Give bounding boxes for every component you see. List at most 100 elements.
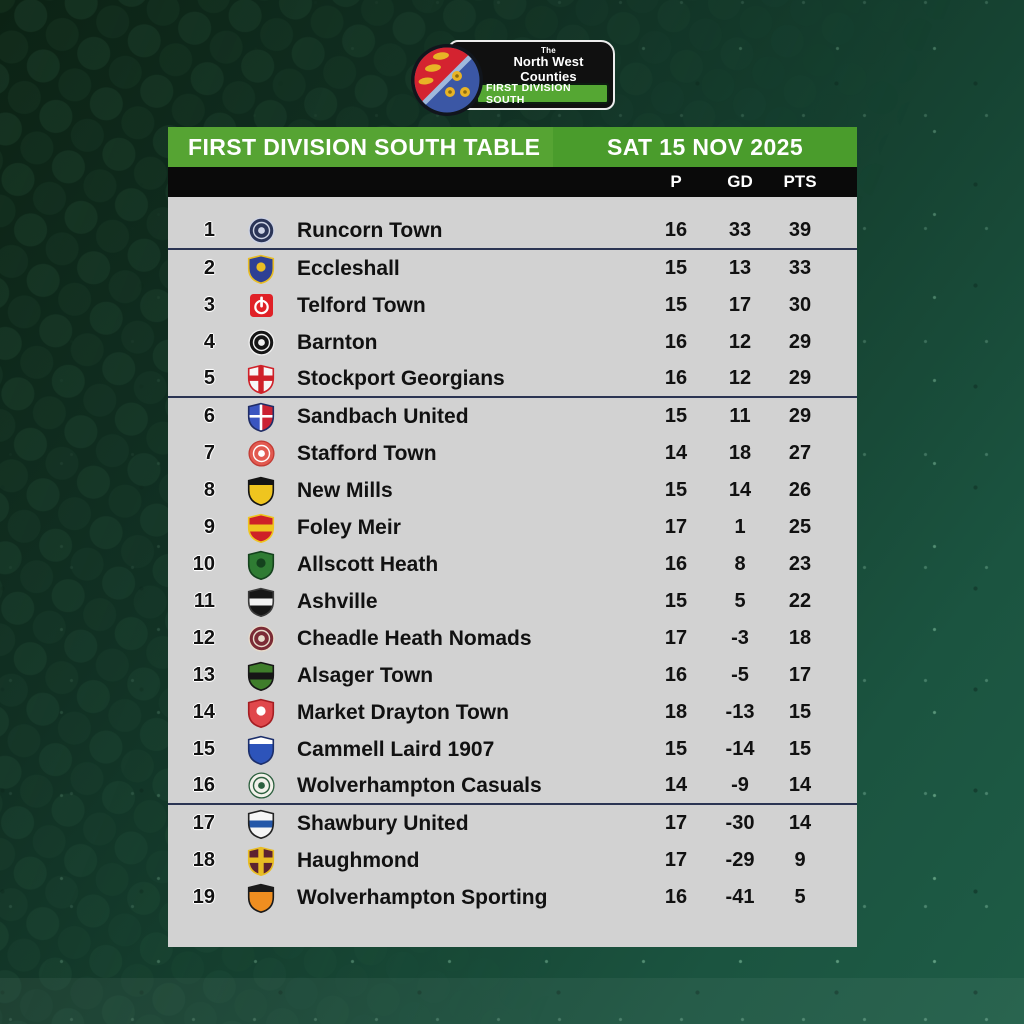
- column-header-points: PTS: [783, 172, 817, 191]
- goal-difference-value: 13: [728, 257, 752, 279]
- position: 3: [203, 294, 215, 316]
- table-row: 6 Sandbach United 15 11 29: [168, 398, 857, 435]
- position: 7: [203, 442, 215, 464]
- table-row: 14 Market Drayton Town 18 -13 15: [168, 694, 857, 731]
- table-row: 4 Barnton 16 12 29: [168, 324, 857, 361]
- points-value: 39: [788, 219, 812, 241]
- team-badge-icon: [247, 292, 275, 319]
- title-bar-right: SAT 15 NOV 2025: [553, 127, 857, 167]
- goal-difference-value: -5: [731, 664, 749, 686]
- team-badge-icon: [247, 772, 275, 799]
- team-name: Alsager Town: [297, 663, 434, 687]
- points-value: 22: [788, 590, 812, 612]
- logo-the-label: The: [540, 46, 557, 55]
- team-badge-icon: [247, 217, 275, 244]
- team-badge-icon: [247, 661, 275, 691]
- column-header-row: P GD PTS: [168, 167, 857, 197]
- goal-difference-value: -13: [725, 701, 755, 723]
- played-value: 17: [664, 812, 688, 834]
- position: 10: [192, 553, 215, 575]
- points-value: 5: [794, 886, 806, 908]
- table-body: 1 Runcorn Town 16 33 39 2 Eccleshall 15 …: [168, 197, 857, 947]
- points-value: 29: [788, 331, 812, 353]
- position: 6: [203, 405, 215, 427]
- points-value: 26: [788, 479, 812, 501]
- title-bar-left: FIRST DIVISION SOUTH TABLE: [168, 127, 553, 167]
- team-badge-icon: [247, 329, 275, 356]
- points-value: 33: [788, 257, 812, 279]
- points-value: 27: [788, 442, 812, 464]
- league-crest-icon: [411, 44, 483, 116]
- league-logo: The North West Counties Football League …: [410, 38, 615, 118]
- position: 16: [192, 774, 215, 796]
- position: 15: [192, 738, 215, 760]
- goal-difference-value: 17: [728, 294, 752, 316]
- team-name: Runcorn Town: [297, 218, 443, 242]
- played-value: 15: [664, 738, 688, 760]
- goal-difference-value: 11: [729, 405, 751, 427]
- played-value: 16: [664, 664, 688, 686]
- played-value: 17: [664, 627, 688, 649]
- points-value: 9: [794, 849, 806, 871]
- team-badge-icon: [247, 625, 275, 652]
- played-value: 18: [664, 701, 688, 723]
- goal-difference-value: -14: [725, 738, 755, 760]
- team-name: New Mills: [297, 478, 393, 502]
- goal-difference-value: 5: [734, 590, 746, 612]
- position: 19: [192, 886, 215, 908]
- points-value: 25: [788, 516, 812, 538]
- team-badge-icon: [247, 364, 275, 394]
- goal-difference-value: 1: [734, 516, 746, 538]
- background-bottom-band: [0, 978, 1024, 1024]
- team-name: Cammell Laird 1907: [297, 737, 495, 761]
- goal-difference-value: -41: [725, 886, 755, 908]
- team-badge-icon: [247, 698, 275, 728]
- team-name: Stockport Georgians: [297, 366, 505, 390]
- table-row: 2 Eccleshall 15 13 33: [168, 250, 857, 287]
- table-row: 5 Stockport Georgians 16 12 29: [168, 361, 857, 398]
- team-badge-icon: [247, 883, 275, 913]
- points-value: 29: [788, 405, 812, 427]
- table-row: 15 Cammell Laird 1907 15 -14 15: [168, 731, 857, 768]
- goal-difference-value: 14: [728, 479, 752, 501]
- position: 9: [203, 516, 215, 538]
- goal-difference-value: 12: [728, 367, 752, 389]
- team-name: Telford Town: [297, 293, 426, 317]
- title-bar: FIRST DIVISION SOUTH TABLE SAT 15 NOV 20…: [168, 127, 857, 167]
- team-name: Foley Meir: [297, 515, 401, 539]
- team-badge-icon: [247, 476, 275, 506]
- team-badge-icon: [247, 550, 275, 580]
- team-badge-icon: [247, 809, 275, 839]
- position: 11: [193, 590, 215, 612]
- team-badge-icon: [247, 846, 275, 876]
- table-row: 8 New Mills 15 14 26: [168, 472, 857, 509]
- team-badge-icon: [247, 402, 275, 432]
- team-name: Sandbach United: [297, 404, 469, 428]
- played-value: 15: [664, 294, 688, 316]
- goal-difference-value: -30: [725, 812, 755, 834]
- team-name: Allscott Heath: [297, 552, 439, 576]
- played-value: 16: [664, 331, 688, 353]
- position: 12: [192, 627, 215, 649]
- points-value: 15: [788, 738, 812, 760]
- team-name: Wolverhampton Casuals: [297, 773, 542, 797]
- goal-difference-value: 8: [734, 553, 746, 575]
- position: 1: [203, 219, 215, 241]
- played-value: 15: [664, 590, 688, 612]
- position: 18: [192, 849, 215, 871]
- team-name: Wolverhampton Sporting: [297, 885, 548, 909]
- points-value: 30: [788, 294, 812, 316]
- team-name: Eccleshall: [297, 256, 400, 280]
- league-table: FIRST DIVISION SOUTH TABLE SAT 15 NOV 20…: [168, 127, 857, 947]
- team-name: Haughmond: [297, 848, 420, 872]
- team-name: Stafford Town: [297, 441, 437, 465]
- points-value: 23: [788, 553, 812, 575]
- table-row: 10 Allscott Heath 16 8 23: [168, 546, 857, 583]
- position: 5: [203, 367, 215, 389]
- goal-difference-value: -3: [731, 627, 749, 649]
- played-value: 15: [664, 479, 688, 501]
- team-name: Ashville: [297, 589, 378, 613]
- points-value: 14: [788, 774, 812, 796]
- goal-difference-value: -9: [731, 774, 749, 796]
- played-value: 16: [664, 553, 688, 575]
